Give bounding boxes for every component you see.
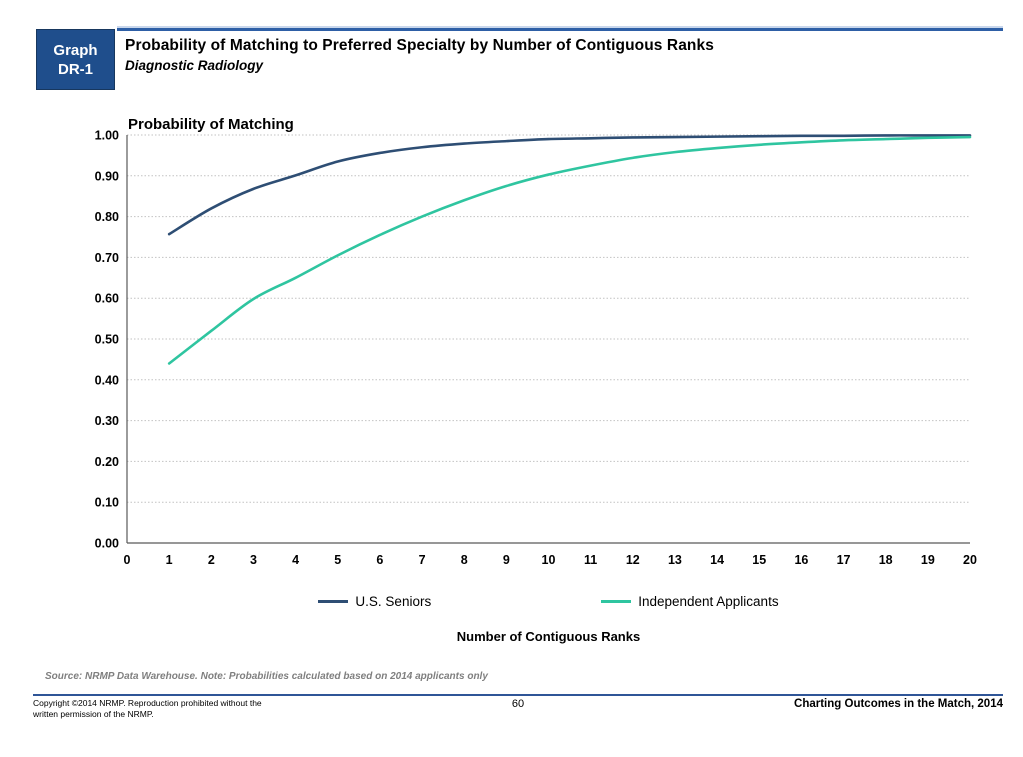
badge-word: Graph bbox=[53, 41, 98, 59]
x-axis-tick-label: 8 bbox=[461, 553, 468, 567]
x-axis-tick-label: 13 bbox=[668, 553, 682, 567]
independent-applicants-line-swatch bbox=[601, 599, 632, 603]
badge-id: DR-1 bbox=[57, 60, 93, 78]
probability-line-chart: Probability of Matching 0.00 0.10 0.20 0.30 0… bbox=[95, 116, 977, 567]
legend-item-independent: Independent Applicants bbox=[601, 593, 779, 609]
y-axis-tick-label: 0.30 bbox=[95, 414, 119, 428]
x-axis-tick-label: 7 bbox=[419, 553, 426, 567]
x-axis-tick-label: 18 bbox=[879, 553, 893, 567]
x-axis-tick-label: 0 bbox=[124, 553, 131, 567]
header-rule bbox=[117, 28, 1003, 31]
x-axis-tick-label: 17 bbox=[837, 553, 851, 567]
legend-label-us-seniors: U.S. Seniors bbox=[355, 593, 432, 609]
page-number: 60 bbox=[511, 698, 525, 710]
page-subtitle: Diagnostic Radiology bbox=[125, 58, 264, 73]
x-axis-tick-label: 6 bbox=[376, 553, 383, 567]
source-note: Source: NRMP Data Warehouse. Note: Proba… bbox=[45, 671, 488, 682]
us-seniors-line bbox=[167, 134, 972, 236]
x-axis-tick-label: 2 bbox=[208, 553, 215, 567]
page-title: Probability of Matching to Preferred Spe… bbox=[125, 37, 714, 54]
x-axis-tick-label: 10 bbox=[542, 553, 556, 567]
y-axis-tick-label: 0.10 bbox=[95, 496, 119, 510]
chart-legend: U.S. Seniors Independent Applicants bbox=[127, 590, 970, 612]
x-axis-tick-label: 4 bbox=[292, 553, 299, 567]
x-axis-tick-label: 9 bbox=[503, 553, 510, 567]
independent-applicants-line bbox=[167, 135, 972, 365]
y-axis-tick-label: 0.00 bbox=[95, 537, 119, 551]
x-axis-tick-label: 11 bbox=[584, 553, 597, 567]
y-axis-tick-label: 0.50 bbox=[95, 333, 119, 347]
copyright-text: Copyright ©2014 NRMP. Reproduction prohi… bbox=[33, 698, 262, 719]
legend-label-independent: Independent Applicants bbox=[638, 593, 779, 609]
chart-title: Probability of Matching bbox=[128, 116, 294, 133]
us-seniors-line-swatch bbox=[318, 599, 349, 603]
y-axis-tick-label: 0.80 bbox=[95, 210, 119, 224]
x-axis-tick-label: 1 bbox=[166, 553, 173, 567]
x-axis-tick-label: 3 bbox=[250, 553, 257, 567]
y-axis-tick-label: 0.20 bbox=[95, 455, 119, 469]
x-axis-tick-label: 15 bbox=[752, 553, 766, 567]
x-axis-tick-label: 12 bbox=[626, 553, 640, 567]
legend-item-us-seniors: U.S. Seniors bbox=[318, 594, 431, 609]
page-footer: Copyright ©2014 NRMP. Reproduction prohi… bbox=[33, 698, 1003, 738]
header-titles: Probability of Matching to Preferred Spe… bbox=[125, 37, 1003, 73]
x-axis-tick-label: 14 bbox=[710, 553, 724, 567]
y-axis-tick-label: 1.00 bbox=[95, 129, 119, 143]
x-axis-tick-label: 5 bbox=[334, 553, 341, 567]
x-axis-tick-label: 19 bbox=[921, 553, 935, 567]
y-axis-tick-label: 0.70 bbox=[95, 251, 119, 265]
x-axis-title: Number of Contiguous Ranks bbox=[456, 629, 641, 644]
publication-title: Charting Outcomes in the Match, 2014 bbox=[794, 698, 1003, 710]
x-axis-tick-label: 20 bbox=[963, 553, 977, 567]
graph-badge: Graph DR-1 bbox=[36, 29, 115, 90]
x-axis-tick-label: 16 bbox=[794, 553, 808, 567]
y-axis-tick-label: 0.60 bbox=[95, 292, 119, 306]
y-axis-tick-label: 0.40 bbox=[95, 373, 119, 387]
y-axis-tick-label: 0.90 bbox=[95, 169, 119, 183]
footer-rule bbox=[33, 694, 1003, 696]
